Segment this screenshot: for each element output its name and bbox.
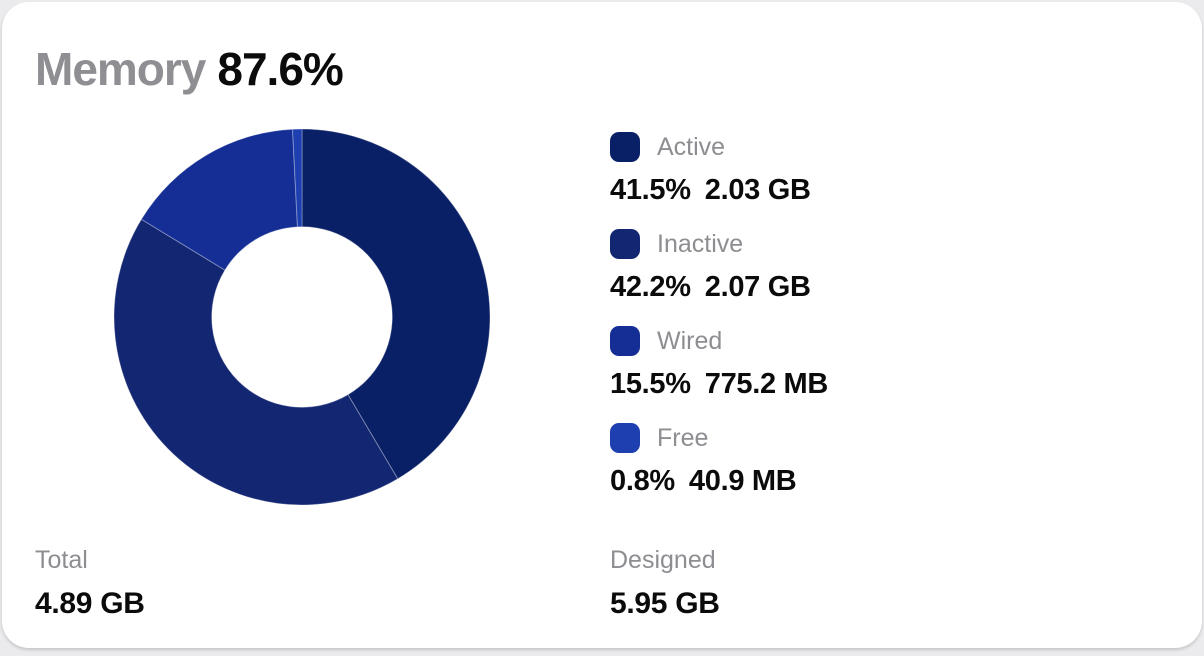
memory-title-label: Memory: [35, 43, 206, 95]
legend-percent: 42.2%: [610, 271, 691, 303]
memory-usage-percent: 87.6%: [217, 43, 343, 95]
donut-segment-active: [301, 129, 490, 480]
legend-percent: 0.8%: [610, 465, 675, 497]
memory-donut-chart: [114, 129, 490, 505]
legend-value: 15.5% 775.2 MB: [610, 368, 1170, 401]
donut-svg: [114, 129, 490, 505]
donut-segment-inactive: [114, 218, 399, 505]
legend-percent: 41.5%: [610, 174, 691, 206]
legend-size: 2.07 GB: [704, 271, 811, 303]
total-stat: Total 4.89 GB: [35, 546, 435, 621]
legend-label: Inactive: [657, 229, 744, 258]
legend-value: 0.8% 40.9 MB: [610, 465, 1170, 498]
legend-size: 775.2 MB: [704, 368, 829, 400]
legend-swatch-active: [610, 132, 640, 162]
legend-percent: 15.5%: [610, 368, 691, 400]
total-label: Total: [35, 546, 88, 574]
legend-value: 42.2% 2.07 GB: [610, 271, 1170, 304]
designed-stat: Designed 5.95 GB: [610, 546, 1010, 621]
legend-item-active: Active 41.5% 2.03 GB: [610, 130, 1170, 227]
donut-segment-wired: [140, 129, 298, 271]
page-title: Memory 87.6%: [35, 42, 344, 96]
legend-label: Free: [657, 423, 709, 452]
donut-segment-free: [292, 129, 303, 228]
total-value: 4.89 GB: [35, 587, 145, 620]
legend-item-free: Free 0.8% 40.9 MB: [610, 421, 1170, 518]
legend-size: 2.03 GB: [704, 174, 811, 206]
legend-swatch-free: [610, 423, 640, 453]
designed-label: Designed: [610, 546, 716, 574]
legend-value: 41.5% 2.03 GB: [610, 174, 1170, 207]
legend-label: Active: [657, 132, 726, 161]
legend-swatch-wired: [610, 326, 640, 356]
legend-item-inactive: Inactive 42.2% 2.07 GB: [610, 227, 1170, 324]
legend-label: Wired: [657, 326, 723, 355]
legend-swatch-inactive: [610, 229, 640, 259]
designed-value: 5.95 GB: [610, 587, 720, 620]
legend-size: 40.9 MB: [688, 465, 797, 497]
legend-item-wired: Wired 15.5% 775.2 MB: [610, 324, 1170, 421]
